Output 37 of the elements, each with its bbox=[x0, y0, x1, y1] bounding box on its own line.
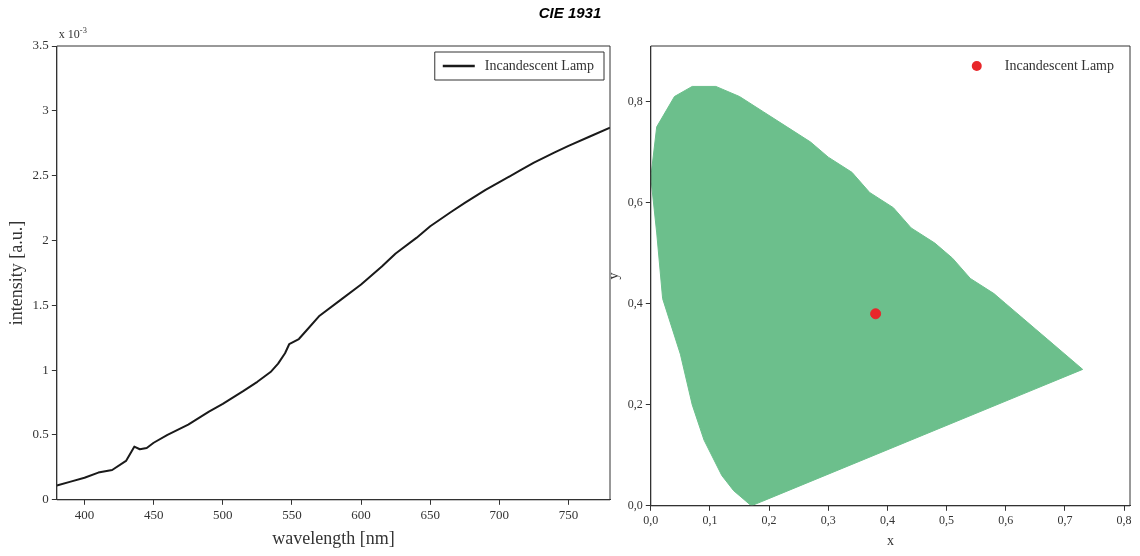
x-tick-label: 600 bbox=[351, 507, 371, 523]
x-tick-label: 0,8 bbox=[1116, 513, 1132, 528]
x-tick-label: 550 bbox=[282, 507, 302, 523]
x-axis-title: x bbox=[886, 533, 894, 549]
y-axis-title: intensity [a.u.] bbox=[5, 220, 26, 326]
x-tick-label: 0,7 bbox=[1057, 513, 1073, 528]
x-tick-label: 0,2 bbox=[761, 513, 777, 528]
y-tick-label: 3 bbox=[42, 102, 49, 118]
y-tick-label: 0.5 bbox=[32, 426, 49, 442]
y-tick-label: 1 bbox=[42, 361, 49, 377]
y-tick-label: 0,6 bbox=[627, 194, 643, 209]
y-tick-label: 3.5 bbox=[32, 37, 49, 53]
x-tick-label: 500 bbox=[213, 507, 233, 523]
x-tick-label: 750 bbox=[558, 507, 579, 523]
x-tick-label: 0,5 bbox=[939, 513, 955, 528]
legend-label: Incandescent Lamp bbox=[484, 57, 595, 73]
x-tick-label: 450 bbox=[143, 507, 164, 523]
y-tick-label: 0,8 bbox=[627, 93, 643, 108]
x-tick-label: 0,1 bbox=[702, 513, 718, 528]
y-tick-label: 0,2 bbox=[627, 396, 643, 411]
y-tick-label: 1.5 bbox=[32, 296, 49, 312]
y-tick-label: 0,0 bbox=[627, 497, 643, 512]
x-tick-label: 650 bbox=[420, 507, 440, 523]
x-tick-label: 0,0 bbox=[643, 513, 659, 528]
legend-label: Incandescent Lamp bbox=[1004, 57, 1115, 73]
y-tick-label: 0 bbox=[42, 491, 49, 507]
x-tick-label: 0,3 bbox=[820, 513, 836, 528]
x-tick-label: 700 bbox=[489, 507, 510, 523]
x-tick-label: 0,4 bbox=[879, 513, 895, 528]
chart-title: CIE 1931 bbox=[537, 4, 603, 21]
x-axis-title: wavelength [nm] bbox=[272, 527, 395, 548]
x-tick-label: 400 bbox=[74, 507, 95, 523]
y-tick-label: 0,4 bbox=[627, 295, 643, 310]
y-axis-title: y bbox=[606, 272, 622, 280]
y-tick-label: 2.5 bbox=[32, 167, 49, 183]
x-tick-label: 0,6 bbox=[998, 513, 1014, 528]
y-tick-label: 2 bbox=[42, 231, 49, 247]
